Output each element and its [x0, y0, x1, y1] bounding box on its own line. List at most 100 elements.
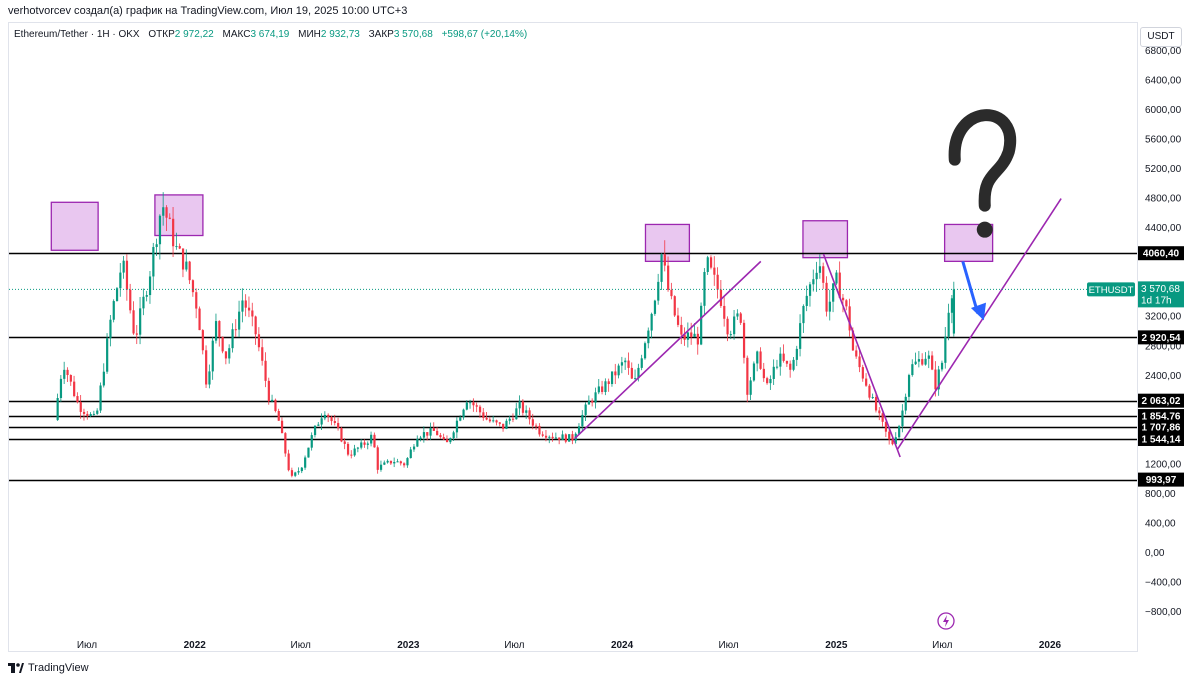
candle-body: [89, 414, 92, 416]
question-mark-icon: [948, 109, 1017, 212]
candle-body: [86, 413, 89, 416]
candle-body: [69, 375, 72, 382]
price-axis-tick-label: 6000,00: [1145, 105, 1182, 116]
candle-body: [653, 300, 657, 314]
candle-body: [624, 360, 627, 363]
trendline: [896, 198, 1062, 451]
bar-countdown: 1d 17h: [1141, 295, 1172, 306]
tradingview-logo[interactable]: TradingView: [8, 662, 89, 674]
candle-body: [277, 411, 280, 421]
candle-body: [432, 427, 435, 431]
candle-body: [861, 367, 864, 379]
candle-body: [848, 306, 851, 331]
candle-body: [884, 421, 888, 432]
low-value: 2 932,73: [320, 29, 360, 40]
candle-body: [465, 402, 468, 410]
candle-body: [195, 292, 198, 309]
candle-body: [561, 434, 564, 440]
candle-body: [152, 247, 155, 277]
candle-body: [746, 357, 749, 395]
candle-body: [191, 280, 195, 293]
candle-body: [379, 464, 383, 470]
candle-body: [851, 330, 855, 351]
candle-body: [577, 426, 581, 434]
price-axis-tick-label: 0,00: [1145, 548, 1165, 559]
candle-body: [766, 378, 769, 384]
candle-body: [822, 266, 825, 283]
candle-body: [832, 283, 835, 302]
candle-body: [102, 371, 105, 386]
candle-body: [76, 396, 79, 403]
price-axis-tick-label: 4800,00: [1145, 194, 1182, 205]
time-axis-tick-label: 2024: [611, 640, 634, 651]
candle-body: [531, 419, 534, 426]
candle-body: [353, 448, 356, 456]
candle-body: [340, 428, 343, 442]
price-axis-tick-label: 400,00: [1145, 518, 1176, 529]
candle-body: [300, 467, 303, 472]
candle-body: [898, 426, 901, 438]
candle-body: [610, 371, 614, 385]
candle-body: [406, 458, 409, 466]
lightning-icon-bolt: [943, 615, 949, 627]
candle-body: [637, 367, 640, 379]
candle-body: [73, 381, 76, 397]
candle-body: [399, 461, 402, 464]
candle-body: [541, 434, 544, 436]
candle-body: [752, 363, 756, 381]
chart-pane[interactable]: [8, 22, 1138, 652]
candle-body: [647, 330, 650, 344]
candle-body: [330, 417, 333, 422]
candle-body: [799, 323, 802, 349]
candle-body: [109, 319, 112, 339]
candle-body: [535, 425, 538, 427]
trendlines-layer: [574, 198, 1062, 458]
candle-body: [571, 434, 574, 441]
levels-layer: [9, 252, 1137, 482]
candle-body: [924, 358, 927, 365]
candle-body: [505, 420, 508, 429]
symbol-legend: Ethereum/Tether · 1H · OKX ОТКР2 972,22 …: [14, 29, 527, 40]
candle-body: [59, 378, 63, 399]
candle-body: [211, 340, 214, 372]
candle-body: [218, 321, 221, 338]
candle-body: [917, 359, 921, 362]
time-axis-tick-label: 2026: [1039, 640, 1062, 651]
candle-body: [343, 441, 346, 444]
candle-body: [502, 423, 505, 429]
candle-body: [158, 215, 162, 245]
candle-body: [587, 400, 591, 405]
candle-body: [716, 274, 719, 290]
candle-body: [63, 369, 66, 379]
time-axis-tick-label: 2022: [184, 640, 207, 651]
candle-body: [241, 300, 244, 312]
candle-body: [690, 332, 693, 338]
time-axis-tick-label: Июл: [77, 640, 97, 651]
candle-body: [614, 371, 617, 376]
candle-body: [620, 362, 624, 366]
candle-body: [538, 425, 541, 435]
candle-body: [469, 402, 472, 404]
candle-body: [106, 338, 109, 372]
resistance-zone: [50, 201, 99, 251]
level-price-tag-label: 2 063,02: [1142, 396, 1181, 407]
candle-body: [290, 470, 294, 476]
candle-body: [696, 333, 699, 345]
candle-body: [125, 260, 129, 290]
candle-body: [841, 297, 845, 301]
level-price-tag-label: 1 544,14: [1142, 434, 1181, 445]
candle-body: [360, 442, 363, 448]
candle-body: [643, 343, 647, 359]
candle-body: [650, 313, 653, 331]
candle-body: [812, 279, 815, 285]
low-label: МИН: [298, 29, 321, 40]
candle-body: [162, 207, 165, 216]
candle-body: [789, 363, 792, 370]
candle-body: [607, 381, 610, 385]
candle-body: [914, 361, 917, 365]
currency-selector[interactable]: USDT: [1140, 27, 1182, 47]
level-price-tag: [1138, 393, 1184, 408]
candle-body: [779, 353, 782, 367]
candle-body: [736, 313, 739, 317]
